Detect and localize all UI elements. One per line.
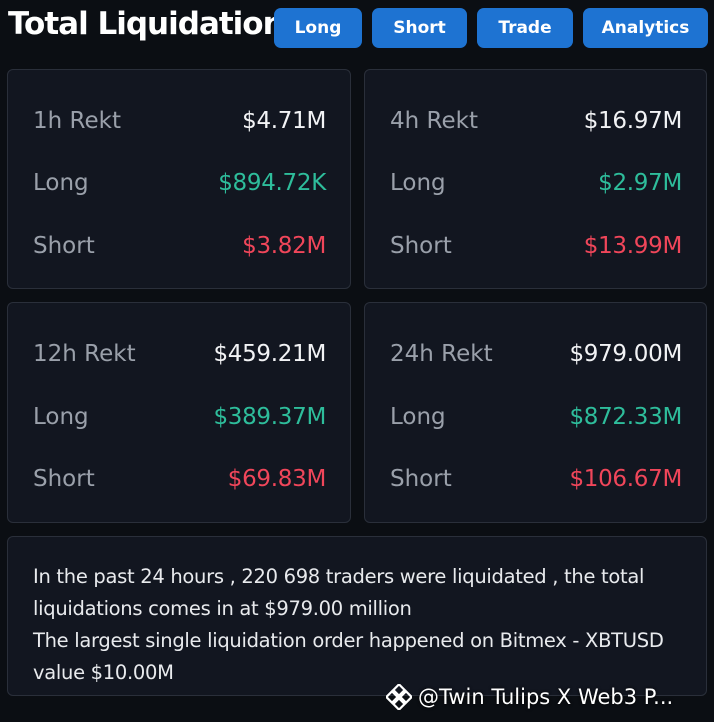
- card-4h: 4h Rekt $16.97M Long $2.97M Short $13.99…: [364, 69, 707, 289]
- long-row: Long $894.72K: [33, 168, 326, 198]
- watermark: @Twin Tulips X Web3 P...: [386, 682, 673, 712]
- total-row: 1h Rekt $4.71M: [33, 106, 326, 136]
- short-value: $106.67M: [569, 466, 682, 492]
- period-label: 1h Rekt: [33, 108, 121, 134]
- short-label: Short: [390, 233, 452, 259]
- short-label: Short: [33, 233, 95, 259]
- card-12h: 12h Rekt $459.21M Long $389.37M Short $6…: [7, 302, 351, 523]
- summary-line-traders: In the past 24 hours , 220 698 traders w…: [33, 565, 645, 620]
- short-label: Short: [33, 466, 95, 492]
- header: Total Liquidations Long Short Trade Anal…: [0, 0, 714, 60]
- summary-card: In the past 24 hours , 220 698 traders w…: [7, 536, 707, 696]
- period-label: 4h Rekt: [390, 108, 478, 134]
- long-row: Long $872.33M: [390, 402, 682, 432]
- short-row: Short $106.67M: [390, 464, 682, 494]
- long-row: Long $2.97M: [390, 168, 682, 198]
- long-button[interactable]: Long: [274, 8, 362, 48]
- binance-logo-icon: [386, 684, 412, 710]
- card-1h: 1h Rekt $4.71M Long $894.72K Short $3.82…: [7, 69, 351, 289]
- total-row: 4h Rekt $16.97M: [390, 106, 682, 136]
- short-value: $69.83M: [227, 466, 327, 492]
- watermark-text: @Twin Tulips X Web3 P...: [418, 685, 674, 709]
- long-label: Long: [33, 404, 89, 430]
- total-row: 24h Rekt $979.00M: [390, 339, 682, 369]
- total-row: 12h Rekt $459.21M: [33, 339, 326, 369]
- short-row: Short $13.99M: [390, 231, 682, 261]
- long-label: Long: [390, 404, 446, 430]
- long-value: $872.33M: [569, 404, 682, 430]
- short-row: Short $3.82M: [33, 231, 326, 261]
- long-value: $2.97M: [598, 170, 682, 196]
- long-value: $894.72K: [218, 170, 326, 196]
- short-label: Short: [390, 466, 452, 492]
- period-label: 24h Rekt: [390, 341, 493, 367]
- long-value: $389.37M: [213, 404, 326, 430]
- short-value: $13.99M: [583, 233, 683, 259]
- long-row: Long $389.37M: [33, 402, 326, 432]
- summary-text: In the past 24 hours , 220 698 traders w…: [33, 561, 683, 689]
- short-value: $3.82M: [242, 233, 326, 259]
- long-label: Long: [33, 170, 89, 196]
- trade-button[interactable]: Trade: [477, 8, 573, 48]
- long-label: Long: [390, 170, 446, 196]
- card-24h: 24h Rekt $979.00M Long $872.33M Short $1…: [364, 302, 707, 523]
- short-button[interactable]: Short: [372, 8, 467, 48]
- short-row: Short $69.83M: [33, 464, 326, 494]
- total-value: $979.00M: [569, 341, 682, 367]
- page-title: Total Liquidations: [8, 6, 302, 42]
- total-value: $4.71M: [242, 108, 326, 134]
- summary-line-largest: The largest single liquidation order hap…: [33, 629, 664, 684]
- analytics-button[interactable]: Analytics: [583, 8, 708, 48]
- total-value: $459.21M: [213, 341, 326, 367]
- total-value: $16.97M: [583, 108, 683, 134]
- period-label: 12h Rekt: [33, 341, 136, 367]
